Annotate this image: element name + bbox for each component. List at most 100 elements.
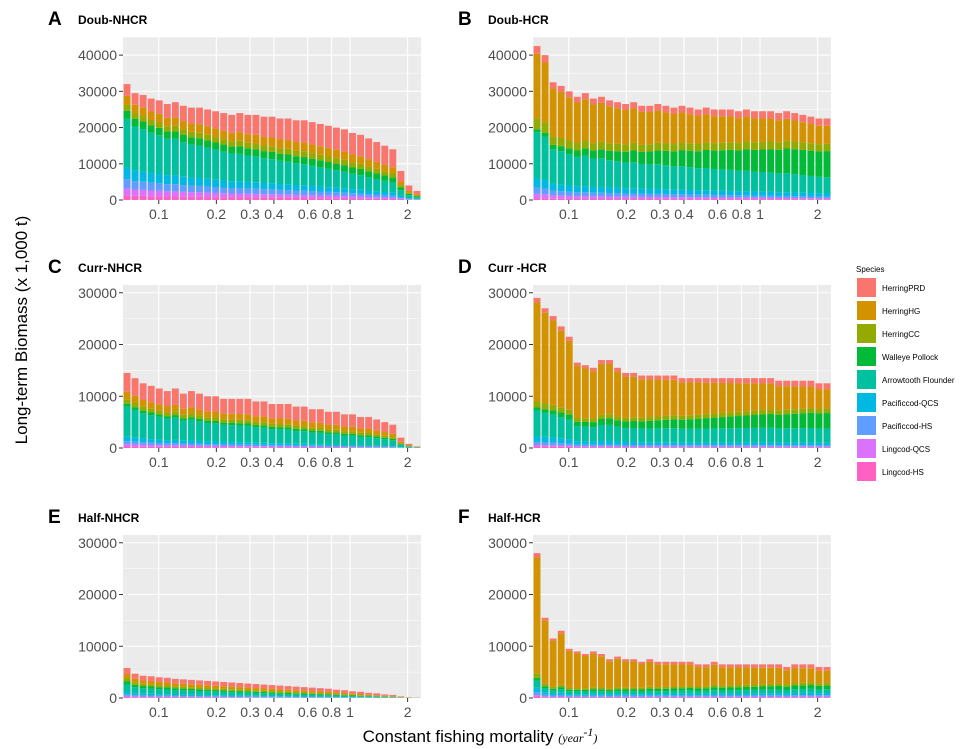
bar-segment: [381, 164, 389, 172]
bar-segment: [349, 433, 356, 436]
bar-segment: [236, 181, 244, 188]
bar-segment: [775, 192, 783, 196]
bar-segment: [139, 94, 147, 108]
bar-segment: [662, 695, 670, 697]
bar-segment: [614, 447, 621, 448]
bar-segment: [815, 151, 823, 177]
bar-segment: [341, 198, 348, 200]
bar-segment: [646, 659, 654, 662]
bar-segment: [300, 693, 308, 695]
bar-segment: [252, 696, 260, 698]
bar-segment: [807, 199, 815, 200]
bar-segment: [220, 139, 228, 145]
bar-segment: [260, 116, 268, 137]
bar-segment: [606, 160, 613, 188]
bar-segment: [163, 694, 171, 696]
bar-segment: [268, 693, 276, 697]
bar-segment: [710, 169, 718, 191]
bar-segment: [598, 192, 605, 197]
bar-segment: [791, 689, 799, 693]
bar-segment: [179, 690, 187, 695]
bar-segment: [333, 695, 340, 697]
bar-segment: [710, 697, 718, 698]
bar-segment: [646, 445, 654, 447]
bar-segment: [171, 191, 179, 197]
bar-segment: [670, 197, 678, 200]
bar-segment: [341, 159, 348, 166]
bar-segment: [710, 109, 718, 117]
bar-segment: [557, 91, 565, 139]
bar-segment: [734, 445, 742, 447]
bar-segment: [284, 689, 292, 692]
bar-segment: [131, 687, 139, 694]
bar-segment: [131, 93, 139, 105]
bar-segment: [276, 447, 284, 448]
bar-segment: [276, 118, 284, 140]
bar-segment: [196, 138, 203, 146]
bar-segment: [718, 442, 726, 446]
bar-segment: [139, 129, 147, 172]
bar-segment: [228, 181, 236, 189]
bar-segment: [759, 447, 766, 448]
bar-segment: [365, 435, 373, 438]
bar-segment: [606, 661, 613, 689]
bar-segment: [357, 691, 365, 695]
bar-segment: [139, 683, 147, 687]
legend: SpeciesHerringPRDHerringHGHerringCCWalle…: [856, 265, 955, 481]
bar-segment: [589, 427, 597, 442]
bar-segment: [783, 414, 791, 429]
bar-segment: [783, 666, 791, 671]
bar-segment: [228, 146, 236, 154]
bar-segment: [622, 109, 630, 145]
bar-segment: [292, 194, 300, 198]
bar-segment: [686, 661, 694, 665]
bar-segment: [670, 199, 678, 200]
bar-segment: [220, 695, 228, 697]
bar-segment: [123, 167, 131, 180]
bar-segment: [646, 151, 654, 165]
bar-segment: [710, 445, 718, 447]
bar-segment: [308, 198, 316, 200]
bar-segment: [678, 446, 686, 448]
bar-segment: [678, 112, 686, 143]
bar-segment: [252, 425, 260, 428]
bar-segment: [292, 150, 300, 157]
bar-segment: [308, 445, 316, 447]
bar-segment: [244, 446, 252, 448]
bar-segment: [308, 691, 316, 693]
bar-segment: [581, 689, 589, 692]
bar-segment: [702, 414, 710, 419]
bar-segment: [694, 168, 702, 191]
bar-segment: [365, 194, 373, 197]
bar-segment: [341, 196, 348, 199]
bar-segment: [598, 689, 605, 692]
bar-segment: [123, 104, 131, 111]
bar-segment: [533, 692, 541, 696]
bar-segment: [589, 696, 597, 698]
bar-segment: [196, 145, 203, 179]
bar-segment: [589, 689, 597, 691]
bar-segment: [589, 446, 597, 448]
bar-segment: [694, 190, 702, 195]
bar-segment: [767, 686, 775, 690]
bar-segment: [791, 113, 799, 121]
bar-segment: [622, 193, 630, 197]
bar-segment: [654, 142, 662, 151]
bar-segment: [284, 446, 292, 448]
bar-segment: [324, 445, 332, 447]
bar-segment: [654, 446, 662, 448]
bar-segment: [606, 193, 613, 197]
bar-segment: [220, 686, 228, 689]
bar-segment: [630, 108, 638, 143]
bar-segment: [622, 447, 630, 448]
bar-segment: [220, 424, 228, 442]
y-tick-label: 30000: [488, 285, 527, 301]
bar-segment: [751, 696, 758, 698]
bar-segment: [646, 189, 654, 194]
bar-segment: [155, 135, 163, 175]
bar-segment: [349, 193, 356, 197]
bar-segment: [236, 442, 244, 445]
bar-segment: [654, 416, 662, 421]
bar-segment: [365, 428, 373, 433]
bar-segment: [581, 694, 589, 696]
